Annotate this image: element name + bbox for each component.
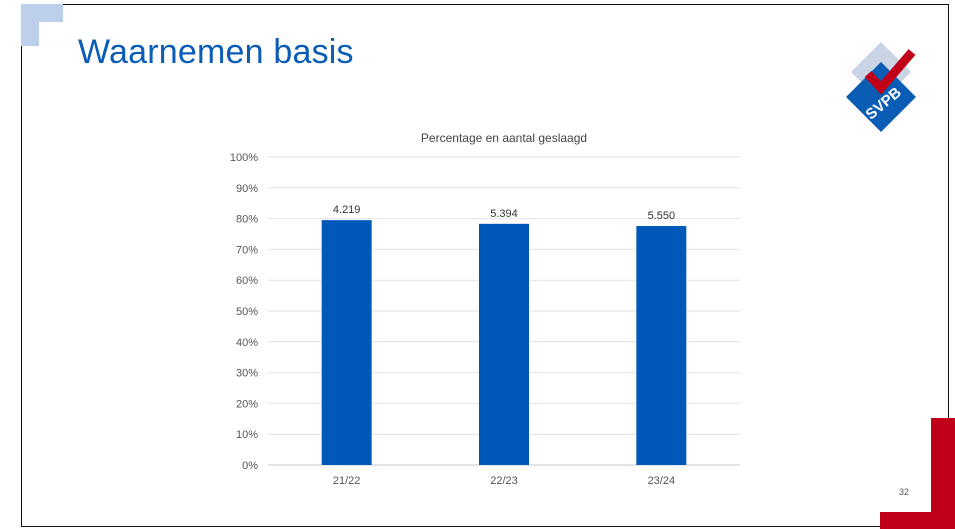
bar [479, 223, 529, 465]
data-label: 4.219 [333, 204, 361, 216]
x-tick-label: 22/23 [490, 475, 518, 487]
y-tick-label: 100% [230, 152, 258, 164]
y-tick-label: 70% [236, 244, 258, 256]
y-tick-label: 80% [236, 214, 258, 226]
data-label: 5.550 [648, 210, 676, 222]
y-tick-label: 10% [236, 429, 258, 441]
y-tick-label: 0% [242, 460, 258, 472]
bar [321, 220, 372, 465]
y-tick-label: 60% [236, 275, 258, 287]
y-tick-label: 30% [236, 368, 258, 380]
y-tick-label: 50% [236, 306, 258, 318]
y-tick-label: 90% [236, 183, 258, 195]
chart-title: Percentage en aantal geslaagd [421, 131, 587, 145]
corner-accent-bottom-right [880, 418, 955, 529]
bar [636, 225, 687, 465]
y-tick-label: 40% [236, 337, 258, 349]
slide-title: Waarnemen basis [78, 33, 354, 71]
svpb-logo: SVPB [846, 42, 916, 132]
data-label: 5.394 [490, 208, 518, 220]
corner-accent-top-left [21, 4, 63, 46]
x-tick-label: 21/22 [333, 475, 361, 487]
page-number: 32 [899, 487, 910, 497]
bar-chart: Percentage en aantal geslaagd 0% 10% 20% 30%… [230, 131, 740, 487]
y-tick-label: 20% [236, 398, 258, 410]
x-tick-label: 23/24 [648, 475, 676, 487]
